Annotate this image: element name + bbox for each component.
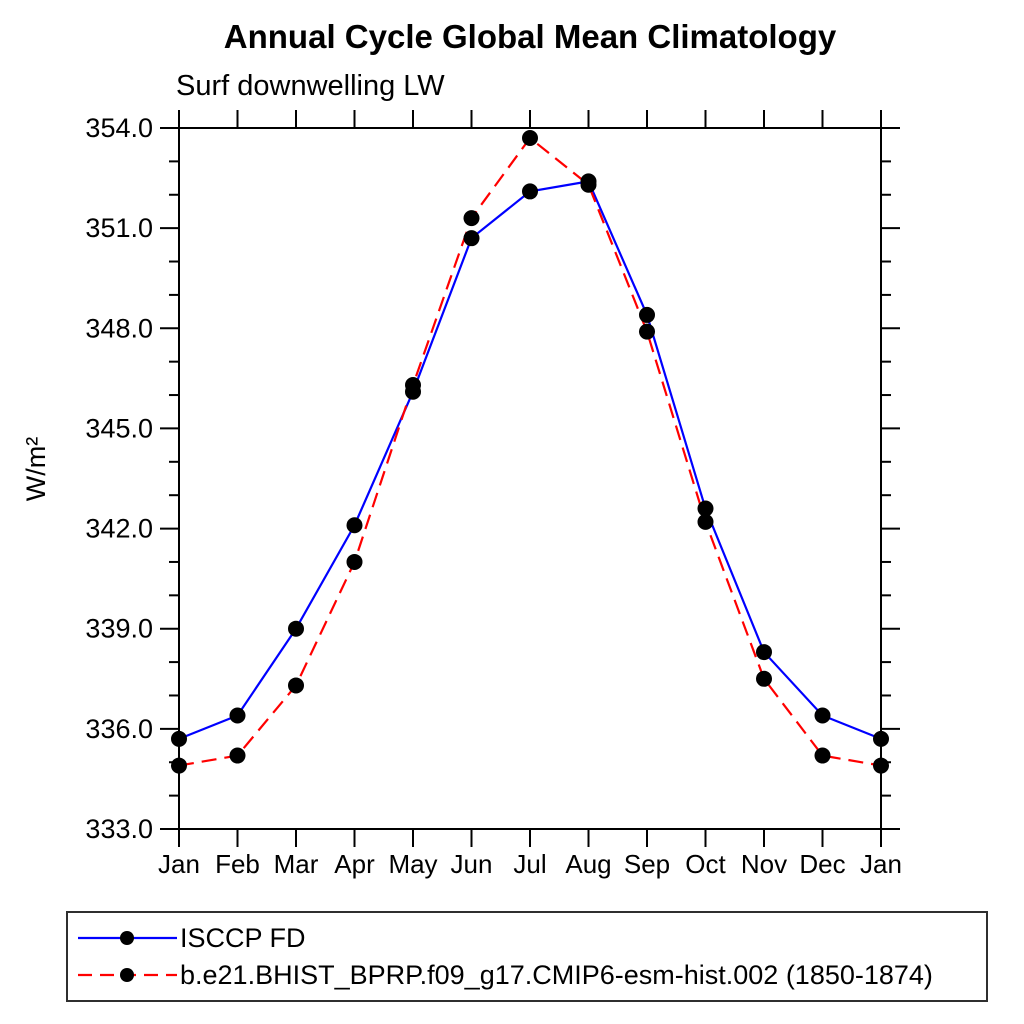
data-point-s1-12 — [873, 757, 889, 774]
x-tick-label: Jan — [158, 849, 200, 879]
data-point-s0-9 — [697, 500, 714, 517]
plot-box — [178, 127, 882, 830]
data-point-s1-11 — [814, 747, 831, 764]
y-tick-label: 333.0 — [85, 814, 153, 844]
data-point-s0-0 — [171, 730, 187, 747]
y-tick-label: 336.0 — [85, 714, 153, 744]
x-tick-label: Sep — [624, 849, 670, 879]
data-point-s0-5 — [463, 230, 480, 247]
x-tick-label: Jan — [860, 849, 902, 879]
data-point-s1-4 — [405, 377, 421, 394]
x-tick-label: Jul — [513, 849, 546, 879]
x-tick-label: Nov — [741, 849, 787, 879]
data-point-s1-1 — [229, 747, 246, 764]
data-point-s1-8 — [639, 323, 655, 340]
legend-label-model: b.e21.BHIST_BPRP.f09_g17.CMIP6-esm-hist.… — [180, 959, 933, 990]
chart-title: Annual Cycle Global Mean Climatology — [223, 18, 837, 55]
legend-marker-dot-icon — [120, 968, 134, 982]
data-point-s1-9 — [697, 513, 714, 530]
y-tick-label: 345.0 — [85, 413, 153, 443]
data-point-s0-3 — [346, 517, 363, 534]
legend-label-observation: ISCCP FD — [180, 922, 306, 953]
legend-item-model: b.e21.BHIST_BPRP.f09_g17.CMIP6-esm-hist.… — [77, 957, 986, 994]
x-tick-label: Aug — [565, 849, 611, 879]
data-point-s0-1 — [229, 707, 246, 724]
data-point-s1-10 — [756, 670, 772, 687]
x-tick-label: Mar — [274, 849, 319, 879]
series-line-0 — [178, 180, 882, 740]
y-tick-label: 351.0 — [85, 213, 153, 243]
legend-marker-dot-icon — [120, 931, 134, 945]
y-tick-label: 339.0 — [85, 614, 153, 644]
legend-line-sample-dashed — [78, 968, 177, 982]
data-point-s1-6 — [522, 130, 538, 147]
data-point-s0-2 — [288, 620, 304, 637]
y-tick-label: 342.0 — [85, 514, 153, 544]
y-tick-label: 354.0 — [85, 113, 153, 143]
data-point-s1-7 — [580, 176, 597, 193]
series-line-1 — [178, 136, 882, 767]
data-point-s1-5 — [463, 210, 480, 227]
data-point-s1-3 — [346, 553, 363, 570]
data-point-s1-2 — [288, 677, 304, 694]
legend-box: ISCCP FD b.e21.BHIST_BPRP.f09_g17.CMIP6-… — [66, 911, 988, 1002]
x-tick-label: Jun — [451, 849, 493, 879]
legend-item-observation: ISCCP FD — [77, 920, 986, 957]
x-tick-label: May — [388, 849, 437, 879]
data-point-s0-8 — [639, 306, 655, 323]
data-point-s0-10 — [756, 644, 772, 661]
x-tick-label: Oct — [685, 849, 726, 879]
chart-subtitle: Surf downwelling LW — [176, 70, 445, 102]
x-tick-label: Dec — [799, 849, 845, 879]
data-point-s0-6 — [522, 183, 538, 200]
x-tick-label: Feb — [215, 849, 260, 879]
data-point-s1-0 — [171, 757, 187, 774]
data-point-s0-12 — [873, 730, 889, 747]
y-tick-label: 348.0 — [85, 313, 153, 343]
legend-line-sample-solid — [78, 931, 177, 945]
data-point-s0-11 — [814, 707, 831, 724]
x-tick-label: Apr — [334, 849, 375, 879]
